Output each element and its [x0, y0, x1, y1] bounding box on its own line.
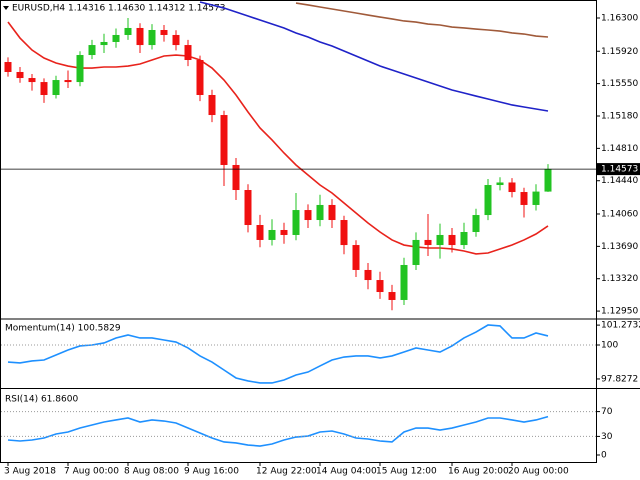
- candle-body: [256, 225, 264, 240]
- x-tick-label: 15 Aug 12:00: [376, 467, 437, 477]
- candle-body: [508, 182, 516, 193]
- y-tick-label: 1.12950: [601, 307, 638, 317]
- x-tick-label: 9 Aug 16:00: [184, 467, 239, 477]
- candle-body: [376, 280, 384, 293]
- y-tick-label: 1.15550: [601, 79, 638, 89]
- candle-body: [232, 164, 240, 191]
- candle-body: [148, 29, 156, 46]
- candle-body: [340, 220, 348, 246]
- y-tick-label: 1.15180: [601, 111, 638, 121]
- candle-body: [172, 34, 180, 46]
- moving-average: [199, 1, 549, 112]
- candle-body: [304, 210, 312, 221]
- candle-body: [112, 34, 120, 42]
- y-tick-label: 1.15920: [601, 47, 638, 57]
- x-tick-label: 14 Aug 04:00: [316, 467, 377, 477]
- candle-body: [64, 80, 72, 83]
- candle-body: [196, 60, 204, 95]
- candle-body: [52, 80, 60, 95]
- candle-body: [496, 182, 504, 186]
- y-tick-label: 70: [601, 407, 613, 417]
- plot-area: [4, 1, 552, 311]
- y-tick-label: 1.16300: [601, 14, 638, 24]
- candle-body: [160, 29, 168, 35]
- indicator-title: RSI(14) 61.8600: [5, 395, 78, 405]
- indicator-line: [7, 415, 549, 447]
- candle-body: [424, 239, 432, 246]
- plot-area: [7, 324, 549, 384]
- x-tick-label: 3 Aug 2018: [4, 467, 56, 477]
- candle-body: [268, 229, 276, 240]
- candle-body: [364, 269, 372, 281]
- x-tick-label: 16 Aug 20:00: [448, 467, 509, 477]
- candle-body: [532, 191, 540, 205]
- x-tick-label: 8 Aug 08:00: [124, 467, 179, 477]
- x-tick-label: 20 Aug 00:00: [508, 467, 569, 477]
- plot-area: [7, 415, 549, 447]
- candle-body: [520, 192, 528, 205]
- chart-title: EURUSD,H4 1.14316 1.14630 1.14312 1.1457…: [12, 4, 225, 14]
- candle-body: [4, 62, 12, 72]
- candle-body: [328, 204, 336, 221]
- y-tick-label: 1.14060: [601, 209, 638, 219]
- candle-body: [352, 245, 360, 270]
- candle-body: [544, 169, 552, 192]
- price-label-box: [597, 163, 640, 176]
- y-tick-label: 1.13690: [601, 242, 638, 252]
- candle-body: [208, 94, 216, 116]
- candle-body: [460, 232, 468, 246]
- candle-body: [436, 234, 444, 246]
- y-tick-label: 97.8272: [601, 374, 638, 384]
- y-tick-label: 100: [601, 341, 618, 351]
- y-tick-label: 1.14810: [601, 144, 638, 154]
- candle-body: [88, 45, 96, 56]
- candle-body: [472, 215, 480, 233]
- indicator-line: [7, 324, 549, 384]
- candle-body: [184, 45, 192, 61]
- y-tick-label: 1.13320: [601, 274, 638, 284]
- y-tick-label: 101.2732: [601, 321, 640, 331]
- candle-body: [388, 292, 396, 300]
- candle-body: [124, 27, 132, 35]
- indicator-title: Momentum(14) 100.5829: [5, 324, 121, 334]
- candle-body: [40, 82, 48, 95]
- y-tick-label: 30: [601, 432, 613, 442]
- candle-body: [100, 41, 108, 46]
- candle-body: [412, 239, 420, 265]
- candle-body: [280, 229, 288, 235]
- candle-body: [76, 55, 84, 83]
- candle-body: [220, 115, 228, 165]
- frame: [0, 0, 597, 463]
- candle-body: [448, 234, 456, 246]
- candle-body: [28, 78, 36, 83]
- candle-body: [16, 71, 24, 79]
- price-label: 1.14573: [601, 165, 638, 175]
- candle-body: [400, 264, 408, 300]
- candle-body: [244, 190, 252, 226]
- candle-body: [316, 204, 324, 221]
- candle-body: [484, 185, 492, 216]
- moving-average: [295, 2, 549, 38]
- candle-body: [292, 210, 300, 235]
- moving-average: [7, 21, 549, 255]
- y-tick-label: 0: [601, 451, 607, 461]
- x-tick-label: 7 Aug 00:00: [64, 467, 119, 477]
- candle-body: [136, 27, 144, 46]
- y-tick-label: 1.14440: [601, 176, 638, 186]
- menu-arrow: [3, 6, 9, 10]
- x-tick-label: 12 Aug 22:00: [256, 467, 317, 477]
